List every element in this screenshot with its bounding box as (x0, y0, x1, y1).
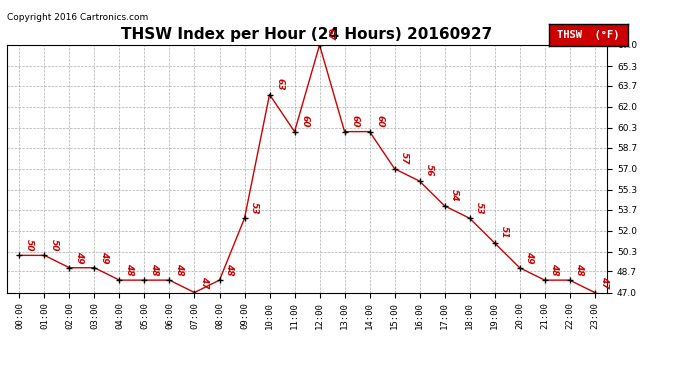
Text: 49: 49 (100, 251, 109, 264)
Text: 48: 48 (575, 264, 584, 276)
Text: 49: 49 (525, 251, 534, 264)
Text: 47: 47 (200, 276, 209, 288)
Text: 48: 48 (150, 264, 159, 276)
Text: 56: 56 (425, 165, 434, 177)
Text: 47: 47 (600, 276, 609, 288)
Text: 67: 67 (325, 28, 334, 41)
Text: 54: 54 (450, 189, 459, 202)
Text: 53: 53 (475, 202, 484, 214)
Text: 57: 57 (400, 152, 409, 165)
Text: THSW  (°F): THSW (°F) (557, 30, 620, 40)
Text: 60: 60 (350, 115, 359, 128)
Text: 51: 51 (500, 226, 509, 239)
Text: 60: 60 (300, 115, 309, 128)
Text: 63: 63 (275, 78, 284, 90)
Title: THSW Index per Hour (24 Hours) 20160927: THSW Index per Hour (24 Hours) 20160927 (121, 27, 493, 42)
Text: 60: 60 (375, 115, 384, 128)
Text: 48: 48 (175, 264, 184, 276)
Text: 53: 53 (250, 202, 259, 214)
Text: 50: 50 (50, 239, 59, 251)
Text: Copyright 2016 Cartronics.com: Copyright 2016 Cartronics.com (7, 13, 148, 22)
Text: 50: 50 (25, 239, 34, 251)
Text: 49: 49 (75, 251, 84, 264)
Text: 48: 48 (550, 264, 559, 276)
Text: 48: 48 (225, 264, 234, 276)
Text: 48: 48 (125, 264, 134, 276)
